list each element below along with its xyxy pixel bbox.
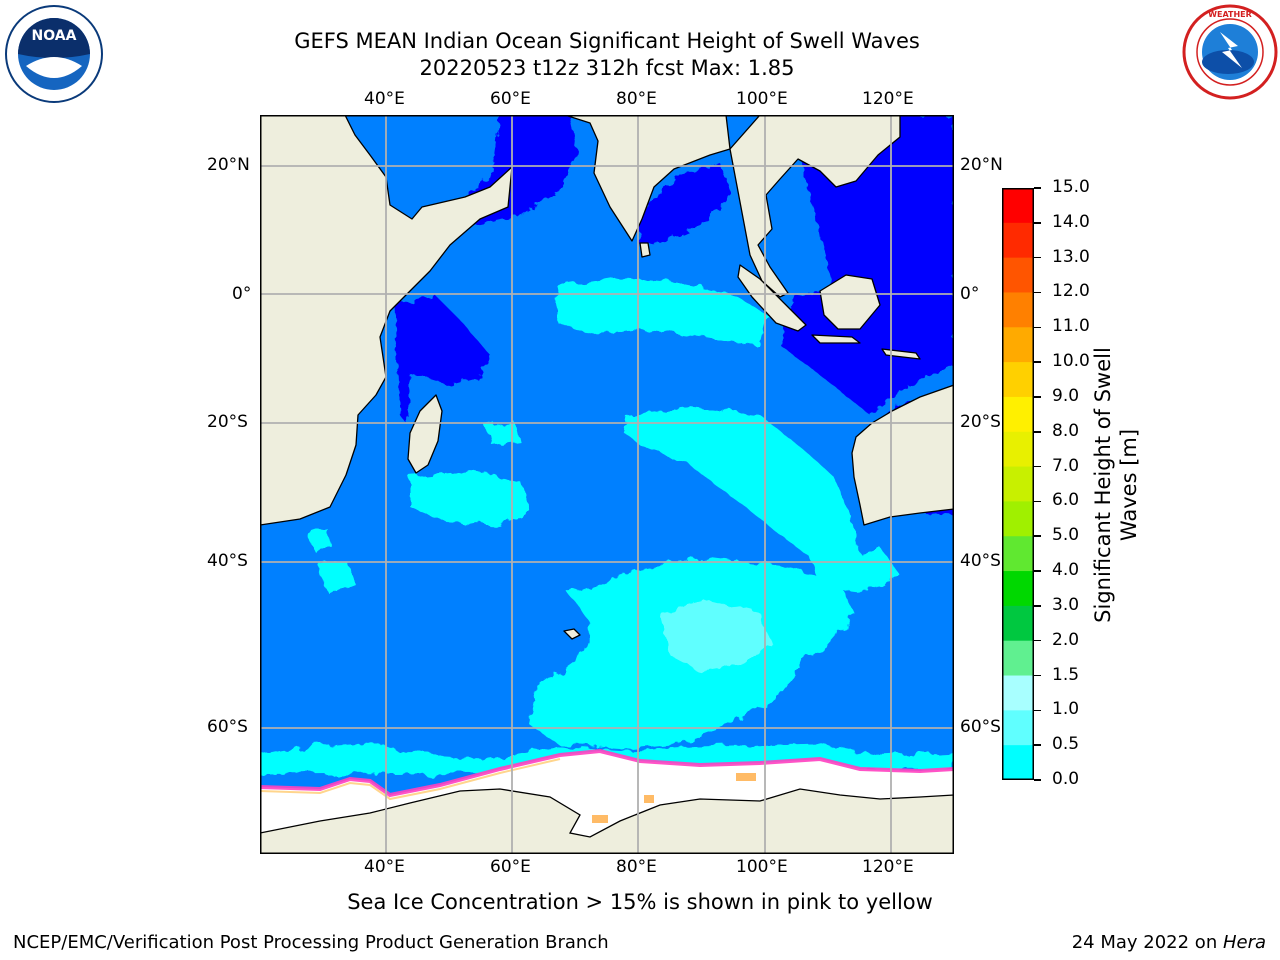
colorbar-segment (1002, 396, 1034, 433)
colorbar-segment (1002, 431, 1034, 468)
lon-tick-top: 60°E (490, 89, 531, 109)
svg-text:WEATHER: WEATHER (1208, 10, 1252, 19)
colorbar-tick-mark (1034, 291, 1041, 294)
plot-title-line1: GEFS MEAN Indian Ocean Significant Heigh… (294, 29, 920, 53)
lat-tick-right: 20°N (960, 155, 1003, 175)
colorbar-tick-mark (1034, 326, 1041, 329)
colorbar-tick-mark (1034, 465, 1041, 468)
lon-tick-bottom: 60°E (490, 857, 531, 877)
colorbar-tick-label: 13.0 (1052, 246, 1090, 267)
map-panel (260, 115, 954, 854)
ice-edge (260, 748, 954, 798)
colorbar-segment (1002, 536, 1034, 572)
lat-tick-right: 40°S (960, 551, 1001, 571)
lat-tick-left: 20°N (207, 155, 250, 175)
plot-title-line2: 20220523 t12z 312h fcst Max: 1.85 (419, 56, 795, 80)
lat-tick-left: 0° (232, 284, 252, 304)
colorbar-tick-label: 8.0 (1052, 420, 1080, 441)
colorbar-tick-label: 7.0 (1052, 455, 1080, 476)
colorbar-tick-label: 4.0 (1052, 560, 1080, 581)
antarctica (260, 788, 954, 854)
colorbar-segment (1002, 222, 1034, 259)
colorbar-tick-label: 6.0 (1052, 490, 1080, 511)
colorbar-tick-label: 9.0 (1052, 385, 1080, 406)
colorbar-segment (1002, 571, 1034, 607)
colorbar-tick-mark (1034, 570, 1041, 572)
colorbar-tick-mark (1034, 639, 1041, 642)
colorbar-tick-mark (1034, 431, 1041, 433)
colorbar-tick-label: 5.0 (1052, 525, 1080, 546)
colorbar-segment (1002, 745, 1034, 780)
colorbar-tick-label: 10.0 (1052, 351, 1090, 372)
colorbar (1002, 188, 1034, 780)
colorbar-segment (1002, 362, 1034, 398)
lon-tick-top: 40°E (364, 89, 405, 109)
colorbar-tick-label: 2.0 (1052, 629, 1080, 650)
lon-tick-bottom: 80°E (616, 857, 657, 877)
colorbar-segment (1002, 710, 1034, 746)
colorbar-segment (1002, 466, 1034, 502)
colorbar-segment (1002, 188, 1034, 224)
lat-tick-right: 60°S (960, 717, 1001, 737)
colorbar-tick-mark (1034, 396, 1041, 398)
colorbar-border (1002, 188, 1034, 780)
lon-tick-top: 80°E (616, 89, 657, 109)
noaa-logo: NOAA (4, 4, 104, 104)
lon-tick-bottom: 120°E (862, 857, 914, 877)
footer-date: 24 May 2022 on Hera (1071, 932, 1266, 953)
colorbar-segment (1002, 292, 1034, 328)
colorbar-segment (1002, 675, 1034, 711)
colorbar-tick-mark (1034, 187, 1041, 189)
lon-tick-top: 120°E (862, 89, 914, 109)
nws-logo: WEATHER (1180, 2, 1280, 102)
lat-tick-right: 20°S (960, 412, 1001, 432)
colorbar-tick-label: 12.0 (1052, 281, 1090, 302)
colorbar-tick-mark (1034, 744, 1041, 746)
colorbar-segment (1002, 501, 1034, 537)
colorbar-tick-label: 14.0 (1052, 211, 1090, 232)
colorbar-segment (1002, 257, 1034, 293)
sea-ice-caption: Sea Ice Concentration > 15% is shown in … (347, 890, 933, 914)
colorbar-tick-label: 0.0 (1052, 769, 1080, 789)
colorbar-segment (1002, 605, 1034, 642)
colorbar-tick-mark (1034, 605, 1041, 607)
colorbar-tick-mark (1034, 256, 1041, 259)
colorbar-tick-mark (1034, 709, 1041, 712)
lat-tick-left: 40°S (207, 551, 248, 571)
colorbar-tick-label: 0.5 (1052, 734, 1080, 755)
colorbar-tick-label: 11.0 (1052, 316, 1090, 337)
footer-branch: NCEP/EMC/Verification Post Processing Pr… (13, 932, 609, 953)
lon-tick-top: 100°E (736, 89, 788, 109)
colorbar-tick-mark (1034, 535, 1041, 537)
colorbar-tick-mark (1034, 361, 1041, 363)
colorbar-tick-mark (1034, 674, 1041, 677)
lon-tick-bottom: 40°E (364, 857, 405, 877)
colorbar-tick-mark (1034, 779, 1041, 781)
colorbar-segment (1002, 327, 1034, 363)
lat-tick-right: 0° (960, 284, 980, 304)
colorbar-tick-label: 3.0 (1052, 594, 1080, 615)
colorbar-tick-mark (1034, 500, 1041, 503)
lon-tick-bottom: 100°E (736, 857, 788, 877)
colorbar-tick-label: 1.0 (1052, 699, 1080, 720)
svg-text:NOAA: NOAA (32, 28, 77, 44)
colorbar-tick-mark (1034, 222, 1041, 224)
graticule (260, 115, 954, 854)
lat-tick-left: 60°S (207, 717, 248, 737)
colorbar-title: Significant Height of Swell Waves [m] (1091, 347, 1141, 623)
colorbar-tick-label: 15.0 (1052, 177, 1090, 197)
colorbar-segment (1002, 640, 1034, 677)
colorbar-tick-label: 1.5 (1052, 664, 1080, 685)
lat-tick-left: 20°S (207, 412, 248, 432)
